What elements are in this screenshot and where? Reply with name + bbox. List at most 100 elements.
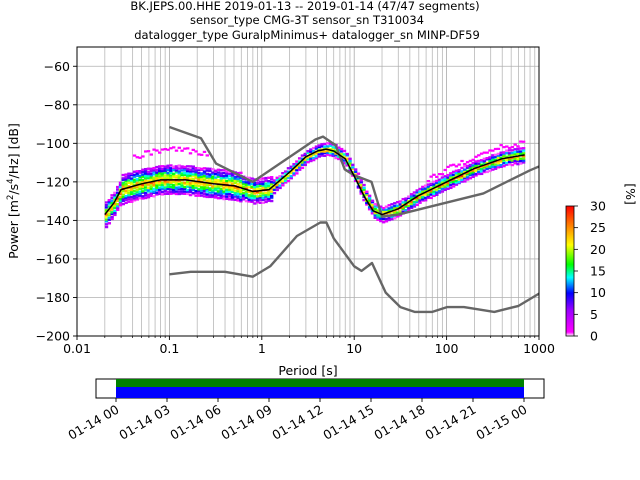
- psd-cell: [216, 193, 221, 197]
- psd-cell: [398, 210, 403, 213]
- psd-cell: [155, 168, 159, 172]
- psd-cell: [471, 164, 475, 167]
- psd-cell: [309, 148, 313, 151]
- psd-cell: [275, 186, 279, 189]
- psd-cell: [239, 179, 243, 183]
- psd-cell: [146, 183, 151, 186]
- psd-cell: [331, 147, 335, 150]
- psd-cell: [510, 153, 515, 157]
- psd-cell: [393, 202, 397, 205]
- psd-cell: [421, 196, 425, 199]
- psd-cell: [457, 175, 461, 179]
- psd-cell: [409, 200, 414, 204]
- psd-cell: [135, 182, 140, 185]
- psd-cell: [421, 188, 425, 191]
- psd-cell: [202, 176, 207, 179]
- psd-cell: [157, 188, 162, 191]
- psd-cell: [155, 177, 159, 180]
- psd-cell: [194, 150, 198, 153]
- psd-cell: [437, 178, 442, 181]
- psd-cell: [141, 195, 145, 198]
- psd-cell: [348, 159, 352, 163]
- psd-cell: [166, 176, 170, 179]
- psd-cell: [365, 201, 369, 205]
- psd-cell: [479, 159, 484, 162]
- psd-cell: [423, 196, 428, 200]
- psd-cell: [407, 195, 411, 198]
- psd-cell: [183, 171, 187, 175]
- psd-cell: [437, 180, 442, 184]
- psd-cell: [225, 197, 229, 200]
- psd-cell: [130, 195, 134, 199]
- psd-cell: [437, 191, 442, 194]
- psd-cell: [116, 188, 120, 191]
- psd-cell: [144, 191, 148, 195]
- psd-cell: [283, 170, 288, 173]
- psd-cell: [474, 169, 478, 172]
- psd-cell: [199, 189, 204, 192]
- psd-cell: [146, 174, 151, 178]
- psd-cell: [328, 147, 333, 151]
- psd-cell: [225, 179, 229, 183]
- psd-cell: [491, 156, 495, 159]
- psd-cell: [244, 190, 249, 193]
- psd-cell: [297, 164, 302, 167]
- high-noise-model-line: [168, 125, 539, 218]
- psd-cell: [244, 194, 249, 197]
- psd-cell: [457, 170, 461, 173]
- psd-cell: [118, 181, 123, 184]
- psd-cell: [149, 178, 154, 181]
- psd-cell: [521, 149, 526, 152]
- psd-cell: [479, 165, 484, 168]
- psd-cell: [521, 157, 526, 160]
- psd-cell: [149, 172, 154, 175]
- psd-cell: [370, 200, 375, 204]
- psd-cell: [521, 140, 526, 143]
- psd-cell: [281, 184, 285, 187]
- psd-cell: [177, 187, 181, 191]
- psd-cell: [104, 201, 109, 204]
- psd-cell: [213, 187, 218, 190]
- psd-cell: [202, 150, 207, 153]
- psd-cell: [261, 194, 265, 197]
- psd-cell: [230, 198, 235, 201]
- psd-cell: [157, 186, 162, 189]
- psd-cell: [398, 203, 403, 206]
- psd-cell: [269, 199, 274, 203]
- psd-cell: [160, 169, 165, 173]
- psd-cell: [485, 161, 489, 165]
- psd-cell: [152, 180, 156, 184]
- psd-cell: [362, 188, 366, 191]
- psd-cell: [435, 188, 439, 191]
- psd-cell: [183, 147, 187, 150]
- psd-cell: [398, 200, 403, 203]
- psd-cell: [113, 206, 117, 210]
- psd-cell: [144, 150, 148, 153]
- psd-cell: [435, 181, 439, 185]
- psd-cell: [269, 180, 274, 184]
- psd-cell: [264, 176, 268, 180]
- psd-cell: [247, 190, 251, 194]
- psd-cell: [127, 191, 131, 195]
- psd-cell: [401, 197, 405, 201]
- psd-cell: [227, 188, 232, 191]
- colorbar-tick-label: 20: [590, 242, 606, 257]
- psd-cell: [471, 173, 475, 176]
- psd-cell: [166, 169, 170, 172]
- psd-cell: [197, 189, 201, 193]
- psd-cell: [205, 193, 209, 196]
- psd-cell: [239, 195, 243, 199]
- psd-cell: [440, 176, 445, 179]
- psd-cell: [152, 169, 156, 172]
- psd-cell: [118, 197, 123, 201]
- psd-cell: [185, 190, 190, 193]
- psd-cell: [144, 194, 148, 197]
- psd-cell: [373, 205, 377, 208]
- psd-cell: [513, 143, 517, 146]
- psd-cell: [160, 172, 165, 175]
- psd-cell: [482, 166, 487, 169]
- psd-cell: [160, 187, 165, 190]
- psd-cell: [208, 187, 212, 190]
- psd-cell: [208, 167, 212, 171]
- psd-cell: [130, 198, 134, 201]
